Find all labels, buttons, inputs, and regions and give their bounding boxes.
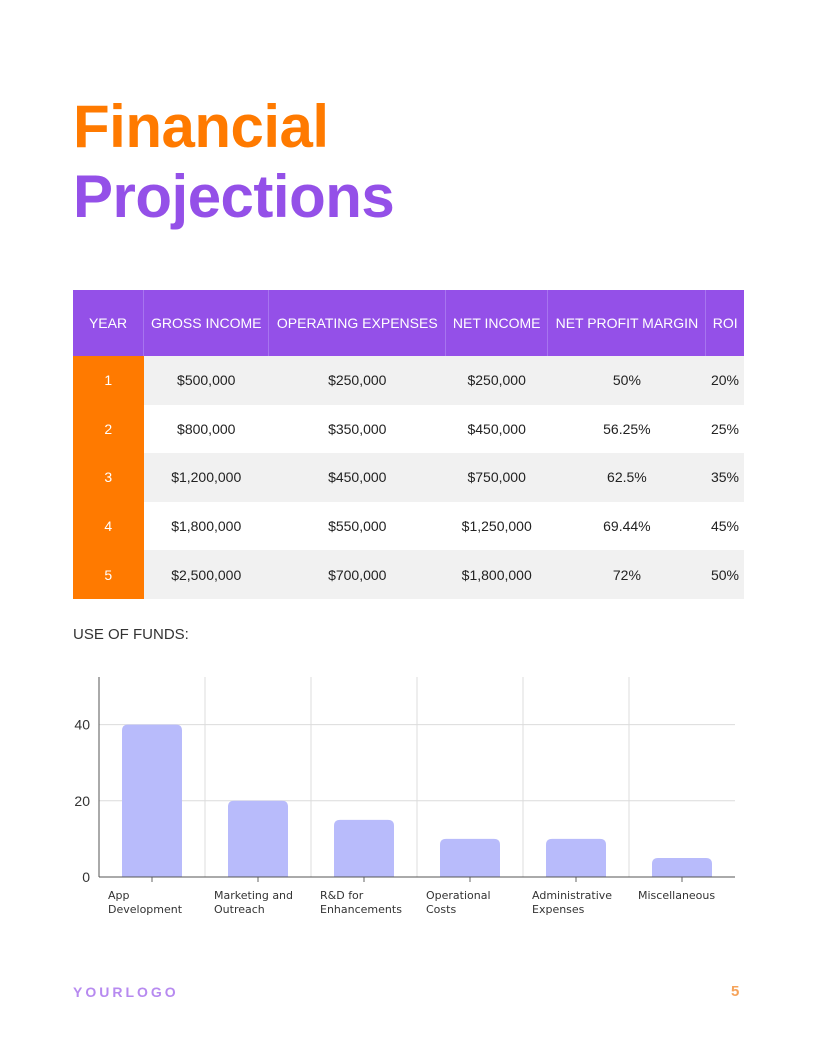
column-header: NET INCOME — [445, 290, 548, 356]
table-cell: 72% — [547, 550, 706, 599]
column-header: NET PROFIT MARGIN — [547, 290, 706, 356]
table-cell: $1,200,000 — [143, 453, 269, 502]
table-cell: $450,000 — [268, 453, 446, 502]
title-line-1: Financial — [73, 93, 329, 160]
table-cell: 50% — [547, 356, 706, 405]
year-cell: 5 — [73, 550, 144, 599]
table-cell: $750,000 — [445, 453, 548, 502]
x-tick-label: Expenses — [532, 903, 585, 916]
bar — [228, 800, 288, 877]
x-tick-label: R&D for — [320, 889, 364, 902]
x-tick-label: Costs — [426, 903, 456, 916]
table-cell: $550,000 — [328, 518, 387, 535]
column-header: GROSS INCOME — [142, 290, 269, 356]
table-row: 5 $2,500,000 $700,000 $1,800,000 72% 50% — [73, 550, 744, 599]
table-cell: 56.25% — [603, 420, 651, 437]
table-cell: $450,000 — [467, 420, 526, 437]
x-tick-label: Administrative — [532, 889, 612, 902]
table-cell: 35% — [705, 453, 744, 502]
table-cell: 62.5% — [547, 453, 706, 502]
table-cell: $350,000 — [328, 420, 387, 437]
x-tick-label: Development — [108, 903, 183, 916]
y-tick-label: 20 — [74, 793, 90, 809]
x-tick-label: Operational — [426, 889, 491, 902]
table-row: 1 $500,000 $250,000 $250,000 50% 20% — [73, 356, 744, 405]
bar — [440, 838, 500, 877]
x-tick-label: Outreach — [214, 903, 265, 916]
table-cell: 20% — [705, 356, 744, 405]
page-number: 5 — [731, 983, 740, 1000]
y-tick-label: 40 — [74, 717, 90, 733]
x-tick-label: Marketing and — [214, 889, 293, 902]
bar — [546, 838, 606, 877]
year-cell: 1 — [73, 356, 144, 405]
table-row: 4 $1,800,000 $550,000 $1,250,000 69.44% 45% — [73, 501, 744, 551]
table-cell: $700,000 — [268, 550, 446, 599]
x-tick-label: App — [108, 889, 130, 902]
bar — [334, 819, 394, 877]
year-cell: 3 — [73, 453, 144, 502]
year-cell: 2 — [73, 404, 144, 454]
table-cell: $2,500,000 — [143, 550, 269, 599]
table-row: 3 $1,200,000 $450,000 $750,000 62.5% 35% — [73, 453, 744, 502]
x-tick-label: Enhancements — [320, 903, 402, 916]
table-cell: $250,000 — [268, 356, 446, 405]
table-cell: 50% — [705, 550, 744, 599]
title-line-2: Projections — [73, 163, 395, 230]
table-header-row: YEAR GROSS INCOME OPERATING EXPENSES NET IN… — [73, 290, 744, 356]
table-cell: 69.44% — [603, 518, 651, 535]
year-cell: 4 — [73, 501, 144, 551]
table-cell: $500,000 — [143, 356, 269, 405]
column-header: YEAR — [73, 290, 144, 356]
logo: YOURLOGO — [73, 984, 179, 1000]
bar — [652, 857, 712, 877]
financial-table: YEAR GROSS INCOME OPERATING EXPENSES NET IN… — [73, 290, 744, 599]
use-of-funds-label: USE OF FUNDS: — [73, 626, 189, 643]
x-tick-label: Miscellaneous — [638, 889, 715, 902]
table-cell: $1,800,000 — [445, 550, 548, 599]
page-title: Financial Projections — [73, 92, 395, 232]
table-cell: $1,800,000 — [171, 518, 242, 535]
table-cell: 45% — [710, 518, 739, 535]
table-cell: $250,000 — [445, 356, 548, 405]
column-header: OPERATING EXPENSES — [268, 290, 446, 356]
table-cell: 25% — [710, 420, 739, 437]
bar — [122, 724, 182, 877]
table-row: 2 $800,000 $350,000 $450,000 56.25% 25% — [73, 404, 744, 454]
table-cell: $800,000 — [177, 420, 236, 437]
column-header: ROI — [705, 290, 744, 356]
y-tick-label: 0 — [82, 869, 90, 885]
table-cell: $1,250,000 — [461, 518, 532, 535]
